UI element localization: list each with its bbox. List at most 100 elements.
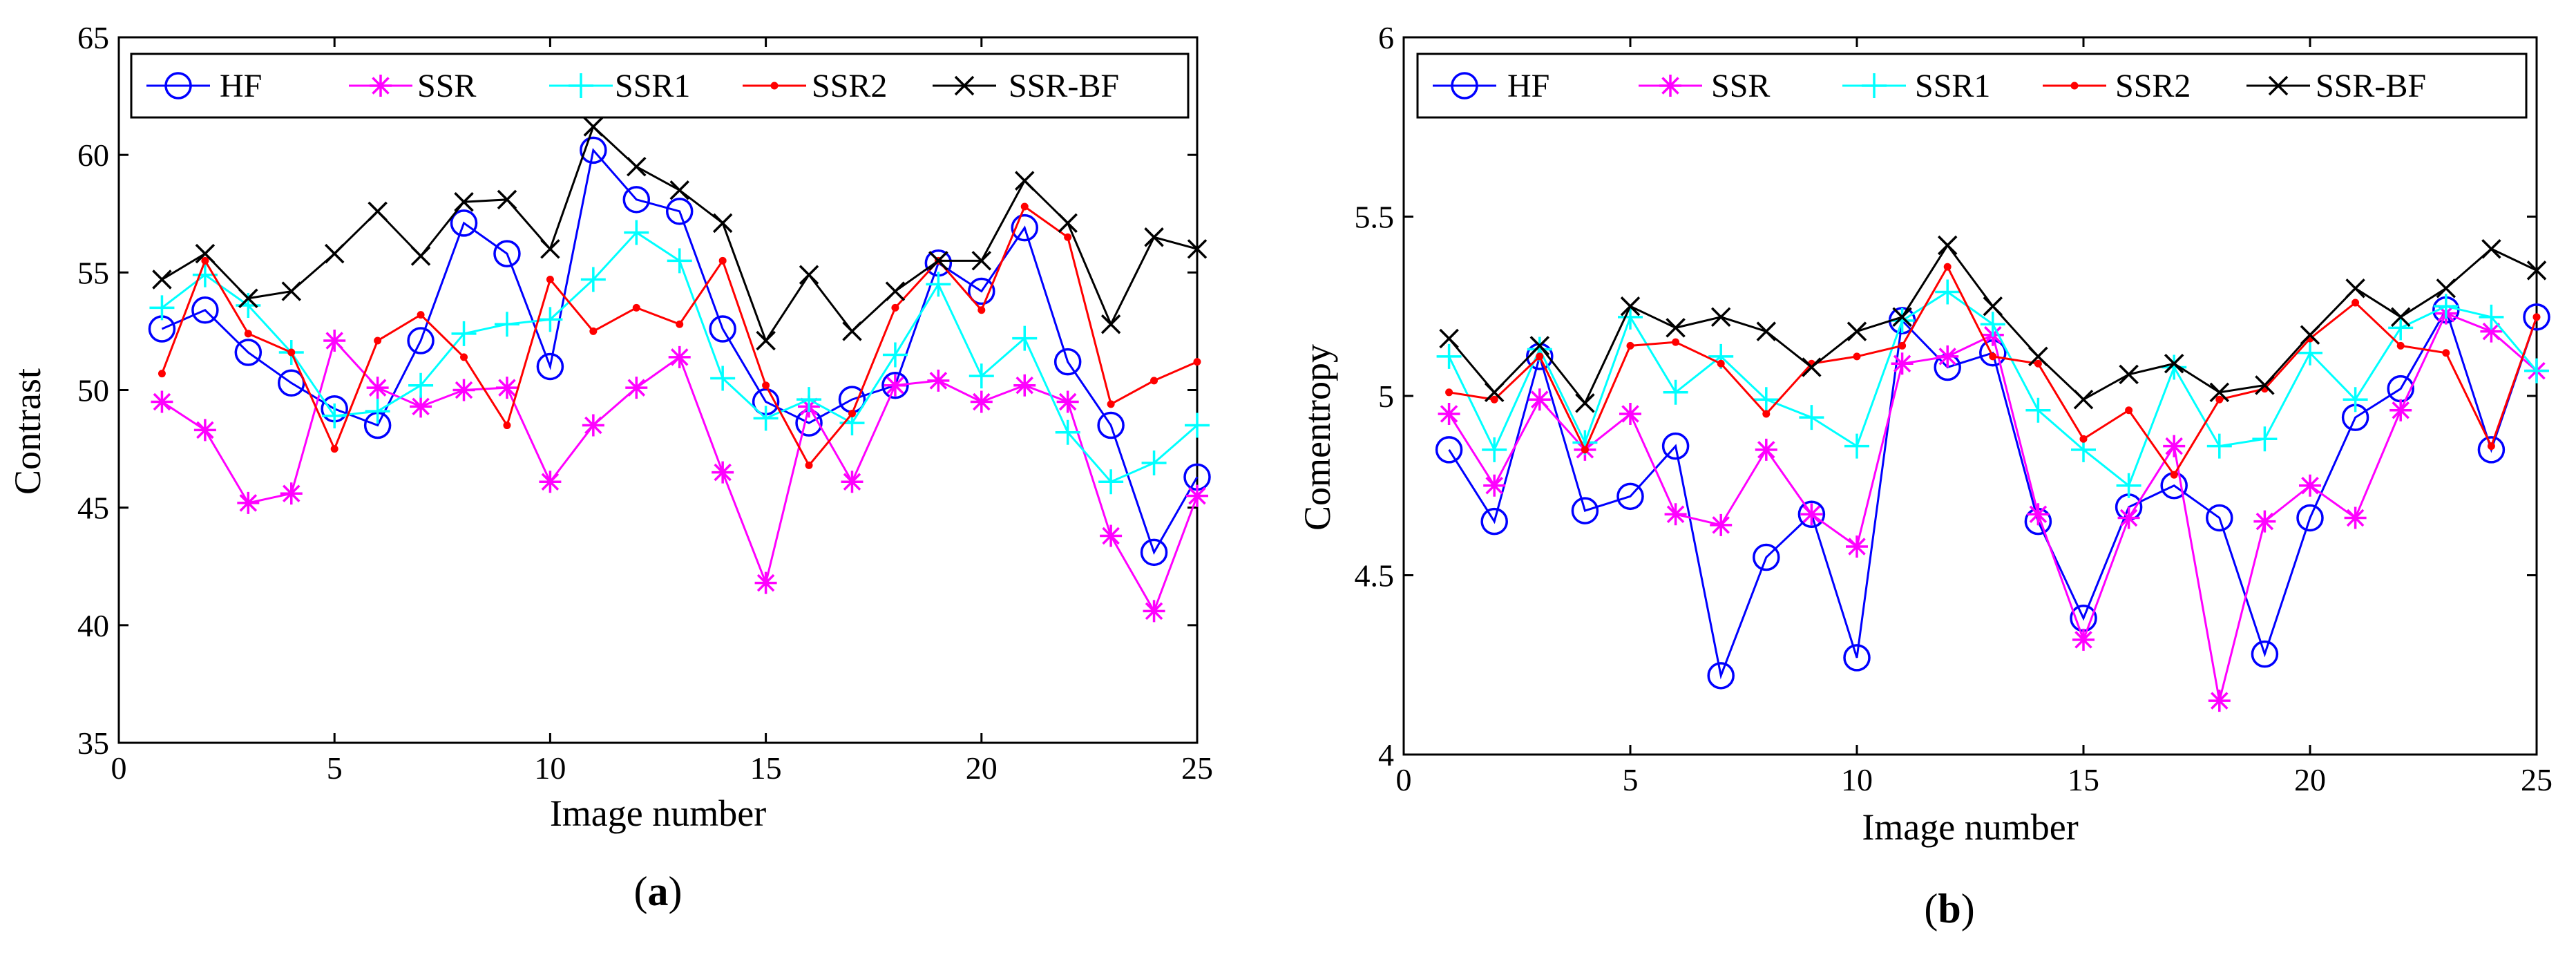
x-tick-label: 5 xyxy=(1623,762,1639,797)
series-line xyxy=(161,205,1198,468)
data-point xyxy=(710,366,736,391)
data-point xyxy=(540,239,560,259)
data-point xyxy=(2164,354,2184,374)
data-point xyxy=(2389,399,2412,421)
data-point xyxy=(1490,395,1498,404)
data-point xyxy=(1710,513,1733,536)
y-tick-label: 5.5 xyxy=(1355,200,1395,235)
legend-marker xyxy=(954,75,975,96)
data-point xyxy=(366,377,389,399)
x-axis-label: Image number xyxy=(1862,806,2078,848)
data-point xyxy=(2027,503,2050,526)
data-point xyxy=(1935,279,1960,305)
data-point xyxy=(891,303,899,312)
data-point xyxy=(2396,341,2405,350)
x-tick-label: 5 xyxy=(327,750,343,786)
data-point xyxy=(1012,325,1038,351)
data-point xyxy=(2477,436,2506,464)
data-point xyxy=(1187,239,1208,259)
y-tick-label: 5 xyxy=(1378,379,1394,414)
data-point xyxy=(2300,325,2320,345)
data-point xyxy=(1799,405,1824,430)
data-point xyxy=(2343,387,2368,413)
data-point xyxy=(1853,352,1861,361)
data-point xyxy=(627,156,647,177)
data-point xyxy=(753,406,779,431)
data-point xyxy=(969,363,994,389)
legend-item-hf: HF xyxy=(146,68,262,104)
data-point xyxy=(1053,348,1082,376)
data-point xyxy=(1847,321,1867,341)
data-point xyxy=(2433,294,2459,319)
data-point xyxy=(589,327,598,335)
data-point xyxy=(884,374,906,397)
data-point xyxy=(1989,352,1997,361)
data-point xyxy=(2344,506,2367,529)
data-point xyxy=(1185,413,1210,438)
data-point xyxy=(927,369,950,392)
data-point xyxy=(756,330,776,351)
data-point xyxy=(281,281,301,301)
legend-item-ssr1: SSR1 xyxy=(1842,68,1990,104)
data-point xyxy=(1843,644,1871,672)
data-point xyxy=(1980,312,2005,337)
x-tick-label: 15 xyxy=(750,750,782,786)
data-point xyxy=(2480,320,2503,343)
data-point xyxy=(149,295,175,321)
data-point xyxy=(1762,410,1771,418)
data-point xyxy=(2073,389,2094,410)
data-point xyxy=(580,267,606,292)
data-point xyxy=(1717,359,1725,368)
panel-label-close: ) xyxy=(669,869,683,914)
data-point xyxy=(583,117,604,137)
data-point xyxy=(1186,484,1208,507)
data-point xyxy=(368,201,388,222)
y-tick-label: 60 xyxy=(77,138,109,173)
data-point xyxy=(2526,260,2547,281)
data-point xyxy=(234,339,263,366)
data-point xyxy=(365,399,390,424)
series-ssr xyxy=(151,330,1208,623)
data-point xyxy=(1058,213,1078,234)
data-point xyxy=(2170,471,2178,479)
data-point xyxy=(2299,474,2321,497)
data-point xyxy=(712,461,734,484)
data-point xyxy=(1100,524,1123,547)
data-point xyxy=(1020,202,1029,211)
data-point xyxy=(2117,506,2140,529)
data-point xyxy=(2116,473,2141,498)
legend-item-ssr1: SSR1 xyxy=(549,68,690,104)
data-point xyxy=(546,276,554,284)
data-point xyxy=(762,381,770,390)
y-tick-label: 40 xyxy=(77,608,109,643)
data-point xyxy=(2206,504,2233,532)
data-point xyxy=(2345,278,2365,299)
data-point xyxy=(280,482,303,505)
plot-frame xyxy=(1402,36,2538,756)
chart-panel-b: 0 5 10 15 20 25 4 4.5 5 5.5 6 Image number Comentrop… xyxy=(1297,20,2553,931)
data-point xyxy=(1983,296,2003,316)
data-point xyxy=(2163,435,2186,457)
data-point xyxy=(926,272,951,297)
data-point xyxy=(754,571,777,594)
data-point xyxy=(1581,446,1589,454)
data-point xyxy=(1064,233,1072,241)
y-tick-label: 55 xyxy=(77,255,109,290)
data-point xyxy=(1663,379,1688,405)
data-point xyxy=(668,345,691,368)
data-point xyxy=(1619,402,1641,425)
data-point xyxy=(1435,436,1463,464)
data-point xyxy=(885,281,906,301)
data-point xyxy=(1753,387,1779,413)
legend-box xyxy=(130,53,1190,119)
data-point xyxy=(244,330,252,338)
legend-label: SSR xyxy=(1711,68,1770,104)
data-point xyxy=(1097,411,1125,439)
data-point xyxy=(1797,500,1826,529)
data-point xyxy=(1898,341,1907,350)
y-tick-label: 45 xyxy=(77,491,109,526)
data-point xyxy=(665,198,694,225)
legend-marker xyxy=(770,82,779,90)
data-point xyxy=(191,296,219,324)
